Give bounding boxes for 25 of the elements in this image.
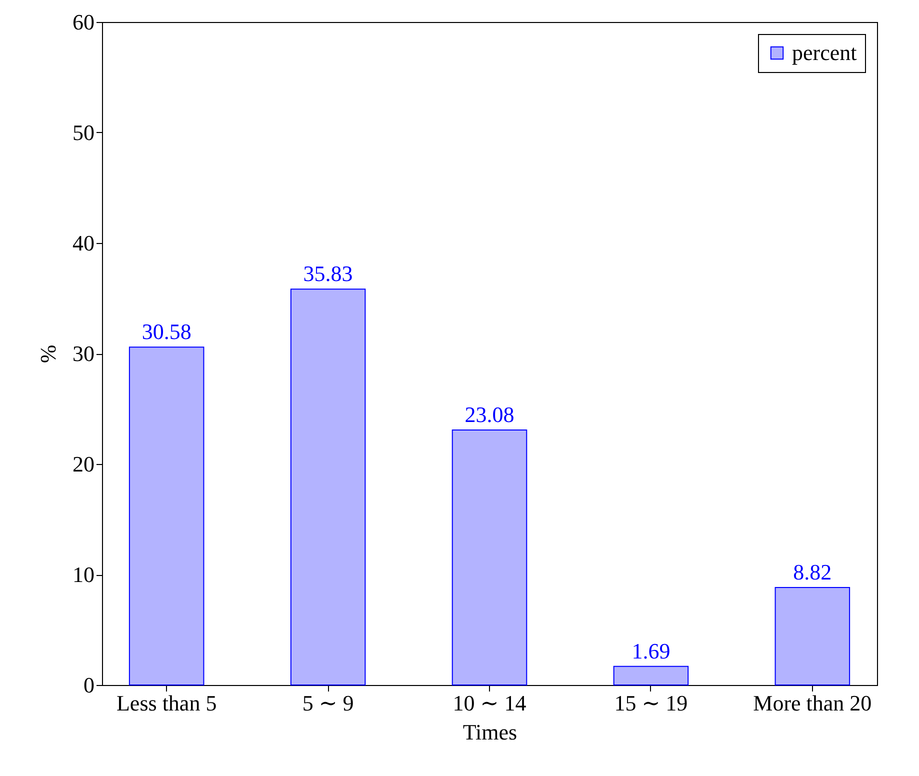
- bar: [128, 346, 204, 686]
- x-tick-label: More than 20: [753, 690, 872, 716]
- bar: [774, 587, 850, 686]
- data-label: 30.58: [142, 319, 192, 344]
- y-tick-label: 10: [72, 562, 94, 587]
- legend-label: percent: [792, 40, 857, 65]
- x-tick-label: 10 ∼ 14: [452, 690, 526, 716]
- data-label: 35.83: [303, 261, 353, 286]
- y-tick-label: 30: [72, 341, 94, 366]
- data-label: 8.82: [793, 560, 832, 585]
- data-label: 23.08: [464, 402, 514, 427]
- bar: [452, 429, 528, 686]
- y-tick-label: 0: [84, 672, 94, 698]
- x-tick-label: 5 ∼ 9: [302, 690, 354, 716]
- y-tick-label: 50: [72, 120, 94, 145]
- x-tick-label: 15 ∼ 19: [614, 690, 688, 716]
- bar: [613, 666, 689, 686]
- bar: [290, 288, 366, 686]
- y-tick-label: 40: [72, 230, 94, 256]
- y-tick-label: 60: [72, 10, 94, 34]
- data-label: 1.69: [632, 638, 670, 664]
- y-axis-title: %: [36, 344, 60, 364]
- y-tick-label: 20: [72, 452, 94, 476]
- x-tick-label: Less than 5: [116, 690, 217, 716]
- x-axis-title: Times: [462, 720, 518, 744]
